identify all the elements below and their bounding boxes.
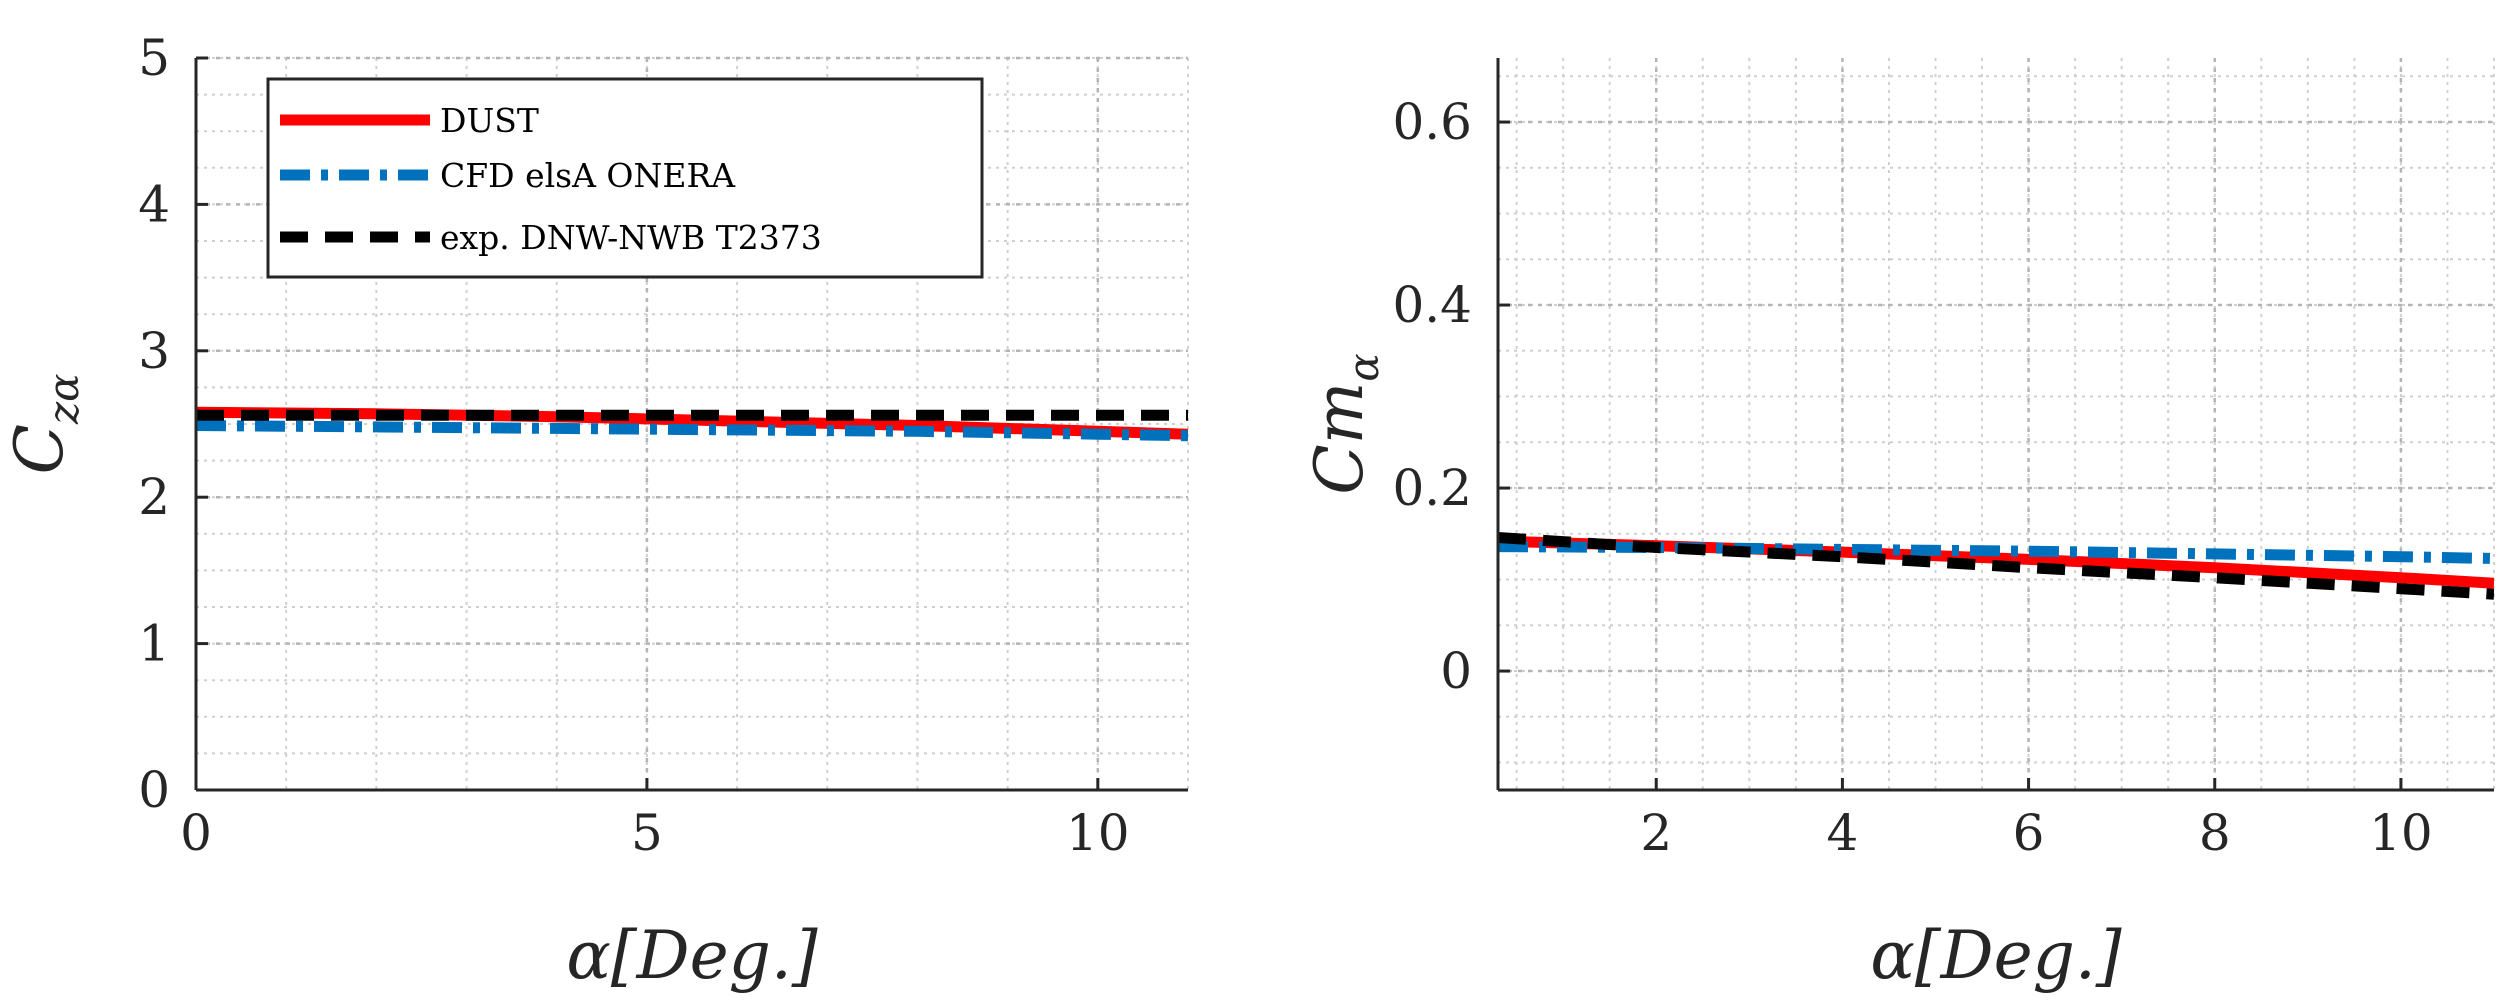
x-tick-label: 8 bbox=[2199, 804, 2231, 862]
legend-label: exp. DNW-NWB T2373 bbox=[440, 218, 822, 257]
y-axis-title: Cmα bbox=[1301, 353, 1388, 494]
y-axis-title-main: Cm bbox=[1301, 382, 1378, 495]
x-tick-label: 6 bbox=[2013, 804, 2045, 862]
legend-label: DUST bbox=[440, 101, 539, 140]
y-tick-label: 0.4 bbox=[1392, 276, 1472, 334]
minor-grid bbox=[1498, 58, 2495, 790]
x-axis-title: α[Deg.] bbox=[1870, 917, 2122, 994]
left-chart: 0 5 10 0 1 2 3 4 5 α[Deg.] Czα DUST CFD elsA ONERA ex… bbox=[1, 29, 1189, 994]
y-axis-title-sub: α bbox=[1339, 353, 1388, 381]
x-tick-label: 2 bbox=[1640, 804, 1672, 862]
y-tick-label: 4 bbox=[138, 175, 170, 233]
x-axis-title: α[Deg.] bbox=[566, 917, 818, 994]
legend-label: CFD elsA ONERA bbox=[440, 156, 736, 195]
x-tick-label: 10 bbox=[1066, 804, 1130, 862]
legend: DUST CFD elsA ONERA exp. DNW-NWB T2373 bbox=[266, 77, 984, 279]
major-grid bbox=[1498, 58, 2494, 790]
x-tick-label: 0 bbox=[180, 804, 212, 862]
series-line-cfd-elsa-onera bbox=[1498, 541, 2494, 564]
y-tick-label: 0.2 bbox=[1392, 459, 1472, 517]
series-line-exp-dnw-nwb-t2373 bbox=[1498, 532, 2494, 600]
series-group bbox=[1498, 532, 2494, 600]
series-line-cfd-elsa-onera bbox=[196, 420, 1188, 442]
x-tick-label: 10 bbox=[2369, 804, 2433, 862]
y-tick-label: 3 bbox=[138, 322, 170, 380]
y-tick-label: 0 bbox=[138, 761, 170, 819]
x-tick-label: 5 bbox=[631, 804, 663, 862]
y-tick-label: 0 bbox=[1440, 642, 1472, 700]
y-axis-title: Czα bbox=[1, 374, 88, 475]
y-axis-title-main: C bbox=[1, 424, 78, 475]
y-tick-label: 0.6 bbox=[1392, 93, 1472, 151]
series-group bbox=[196, 406, 1188, 442]
y-axis-title-sub: zα bbox=[39, 374, 88, 426]
right-chart: 2 4 6 8 10 0 0.2 0.4 0.6 α[Deg.] Cmα bbox=[1301, 58, 2495, 994]
y-tick-label: 2 bbox=[138, 468, 170, 526]
x-tick-label: 4 bbox=[1827, 804, 1859, 862]
y-tick-label: 5 bbox=[138, 29, 170, 87]
y-tick-label: 1 bbox=[138, 615, 170, 673]
